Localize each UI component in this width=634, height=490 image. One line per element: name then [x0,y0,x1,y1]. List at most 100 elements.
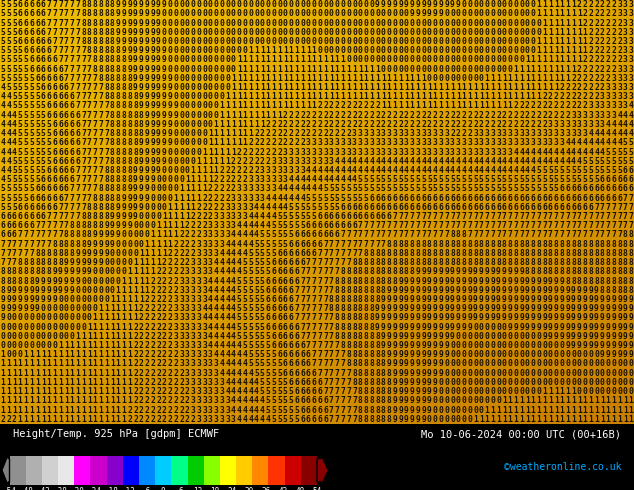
Text: 9: 9 [415,314,420,322]
Text: 1: 1 [536,83,541,92]
Text: 1: 1 [462,92,467,101]
Text: 0: 0 [467,65,472,74]
Text: 8: 8 [375,332,380,341]
Text: 0: 0 [29,322,34,332]
Text: 8: 8 [340,322,346,332]
Text: 4: 4 [231,276,236,286]
Text: 8: 8 [496,258,501,267]
Text: 3: 3 [548,120,553,129]
Text: 8: 8 [352,286,357,295]
Text: 7: 7 [340,396,346,405]
Text: 4: 4 [363,157,368,166]
Text: 3: 3 [266,166,271,175]
Text: 8: 8 [611,249,616,258]
Text: 5: 5 [23,147,29,156]
Text: 0: 0 [260,9,264,18]
Text: 1: 1 [249,74,253,83]
Text: 2: 2 [145,304,150,313]
Text: 0: 0 [162,184,167,194]
Text: 8: 8 [116,111,120,120]
Text: 0: 0 [375,37,380,46]
Text: 0: 0 [208,28,213,37]
Text: 4: 4 [231,396,236,405]
Text: 4: 4 [231,295,236,304]
Text: -38: -38 [54,488,68,490]
Text: 8: 8 [75,230,81,240]
Text: 1: 1 [375,65,380,74]
Text: 1: 1 [41,396,46,405]
Text: 6: 6 [288,360,294,368]
Text: 7: 7 [444,212,449,221]
Text: 2: 2 [381,111,385,120]
Text: 3: 3 [623,46,628,55]
Text: 4: 4 [467,166,472,175]
Text: 1: 1 [145,276,150,286]
Text: 1: 1 [553,55,559,64]
Text: 0: 0 [387,65,391,74]
Text: 1: 1 [502,415,507,424]
Text: 2: 2 [219,184,224,194]
Text: 1: 1 [236,138,242,147]
Text: 5: 5 [243,304,247,313]
Text: 2: 2 [249,157,253,166]
Text: 2: 2 [335,111,340,120]
Text: 6: 6 [18,221,23,230]
Text: 2: 2 [162,378,167,387]
Text: 9: 9 [571,286,576,295]
Text: 7: 7 [1,240,5,248]
Text: 3: 3 [249,184,253,194]
Text: 8: 8 [617,268,622,276]
Text: 4: 4 [219,322,224,332]
Text: 6: 6 [288,322,294,332]
Text: 8: 8 [381,387,385,396]
Text: 6: 6 [35,55,40,64]
Text: 1: 1 [542,415,547,424]
Text: 1: 1 [415,92,420,101]
Text: 4: 4 [473,166,478,175]
Text: 9: 9 [617,350,622,359]
Text: 6: 6 [288,240,294,248]
Text: 0: 0 [283,28,288,37]
Text: 1: 1 [110,378,115,387]
Text: 7: 7 [75,194,81,202]
Text: 8: 8 [346,295,351,304]
Text: 6: 6 [444,203,449,212]
Text: 8: 8 [496,240,501,248]
Text: 0: 0 [398,65,403,74]
Text: 2: 2 [260,129,264,138]
Text: 2: 2 [156,368,161,378]
Text: 1: 1 [35,387,40,396]
Text: 1: 1 [225,138,230,147]
Text: 8: 8 [110,175,115,184]
Text: 8: 8 [381,268,385,276]
Text: 2: 2 [162,314,167,322]
Text: 1: 1 [127,387,132,396]
Text: 7: 7 [64,203,68,212]
Text: 1: 1 [53,396,57,405]
Text: 7: 7 [312,295,316,304]
Text: 7: 7 [542,230,547,240]
Text: 2: 2 [340,129,346,138]
Text: 0: 0 [23,332,29,341]
Text: 6: 6 [35,0,40,9]
Text: 3: 3 [202,350,207,359]
Text: 1: 1 [340,92,346,101]
Text: 9: 9 [502,286,507,295]
Text: 0: 0 [611,368,616,378]
Text: 3: 3 [208,415,213,424]
Text: 9: 9 [145,9,150,18]
Text: 5: 5 [271,406,276,415]
Text: 6: 6 [300,415,305,424]
Text: 6: 6 [427,203,432,212]
Text: 2: 2 [197,203,201,212]
Text: 1: 1 [179,194,184,202]
Text: 7: 7 [594,230,599,240]
Text: 9: 9 [53,286,57,295]
Text: 2: 2 [271,129,276,138]
Text: 0: 0 [46,322,51,332]
Text: 6: 6 [312,221,316,230]
Text: 7: 7 [519,221,524,230]
Text: 0: 0 [318,37,322,46]
Text: 9: 9 [35,295,40,304]
Text: 0: 0 [531,378,536,387]
